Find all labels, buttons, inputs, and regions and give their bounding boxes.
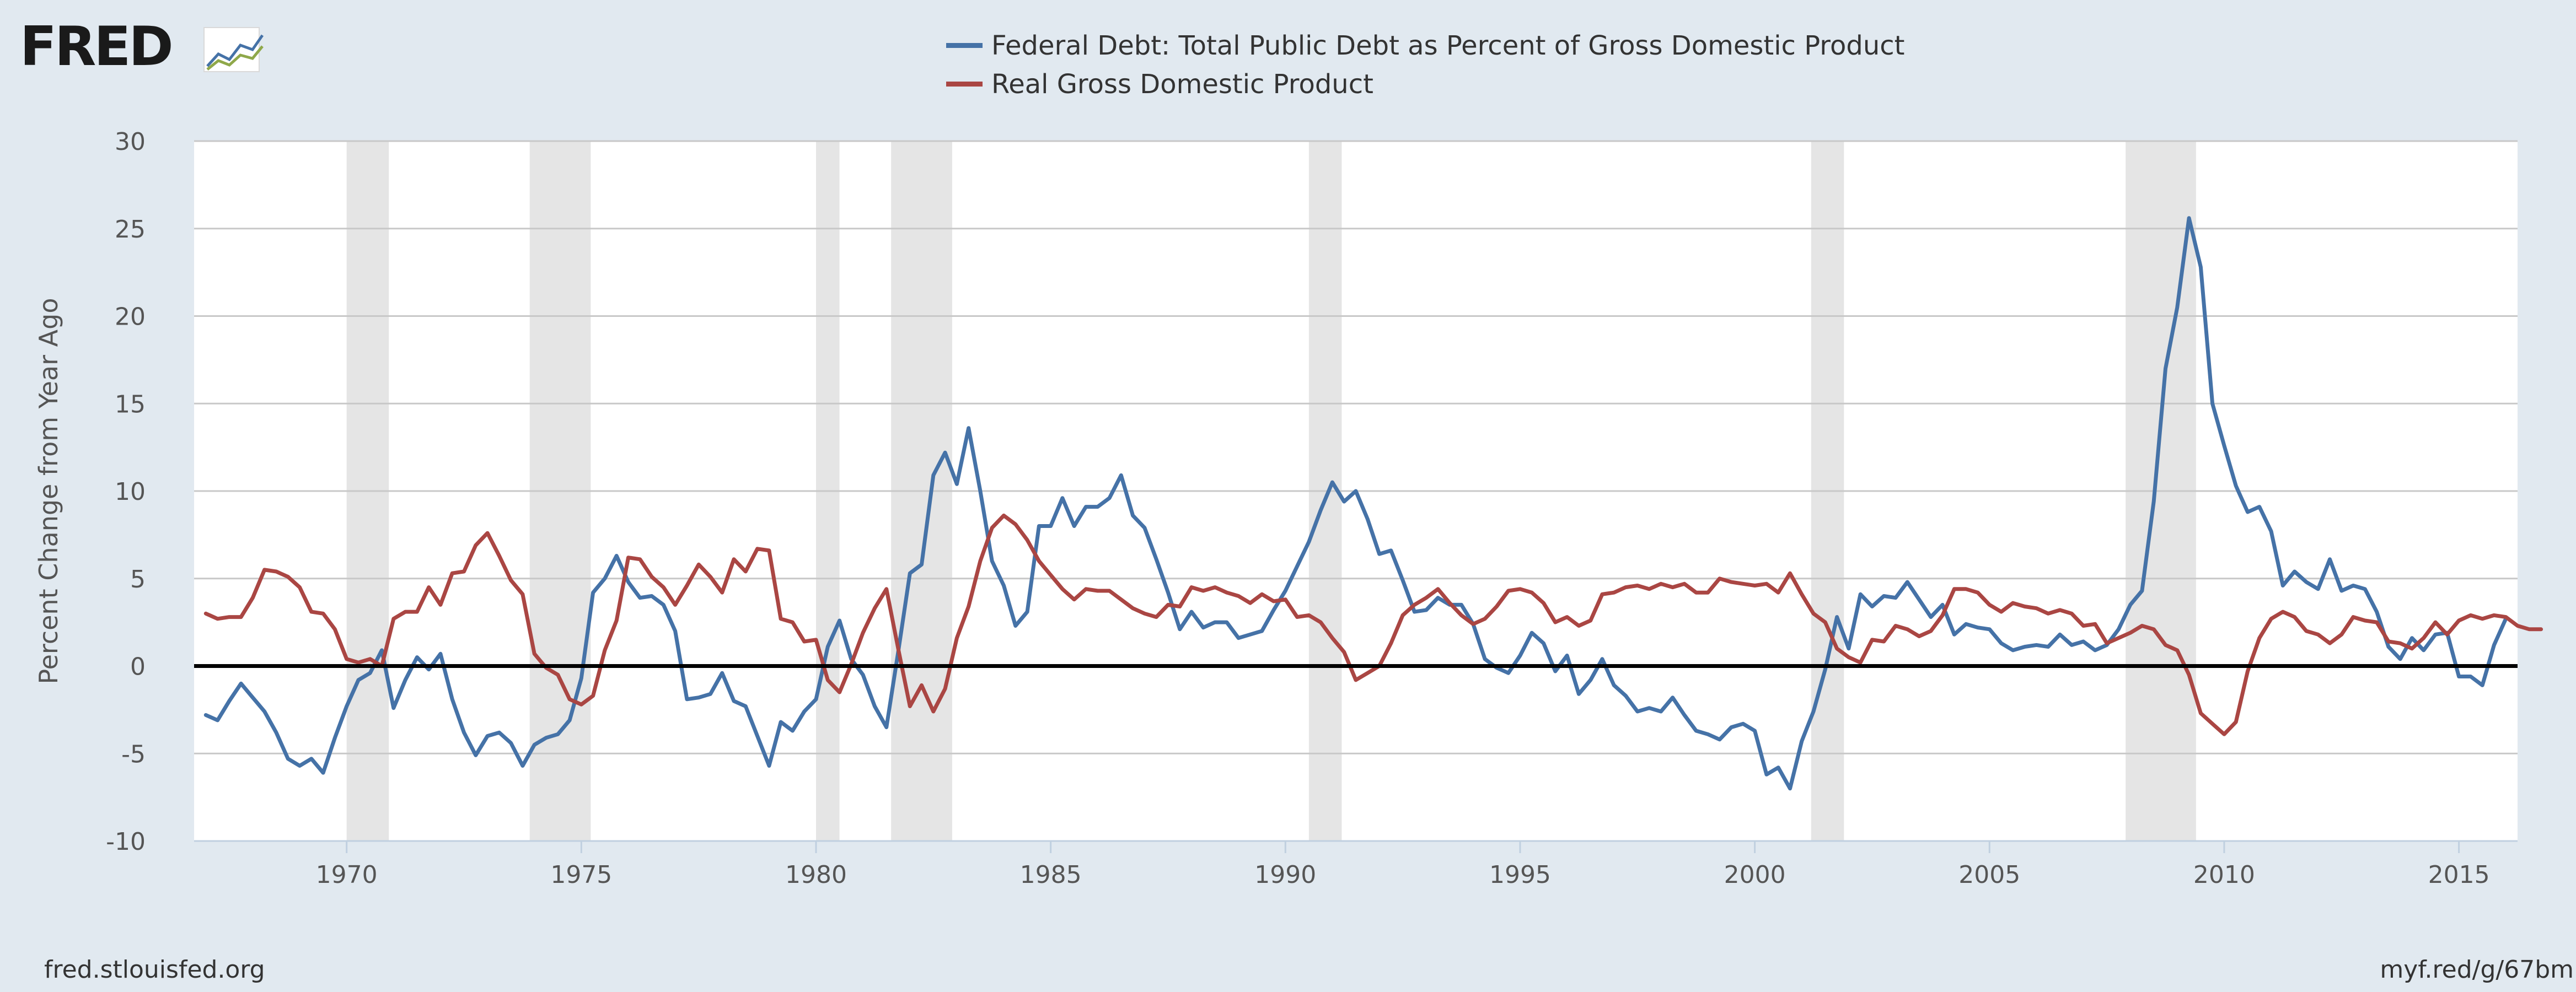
legend-swatch-debt xyxy=(946,43,983,48)
y-tick-label: 15 xyxy=(115,390,146,418)
x-tick-label: 2000 xyxy=(1724,861,1786,889)
y-tick-label: 25 xyxy=(115,215,146,244)
series-line-debt xyxy=(203,216,2508,791)
fred-chart-icon xyxy=(203,27,264,72)
y-tick-label: 0 xyxy=(130,653,146,681)
y-axis-ticks: -10 -5 0 5 10 15 20 25 30 xyxy=(106,128,146,856)
footer-short-link[interactable]: myf.red/g/67bm xyxy=(2380,956,2574,984)
logo-text: FRED xyxy=(20,15,174,78)
y-tick-label: 10 xyxy=(115,478,146,506)
legend-label-debt: Federal Debt: Total Public Debt as Perce… xyxy=(991,30,1905,61)
x-tick-label: 1995 xyxy=(1489,861,1551,889)
legend-label-gdp: Real Gross Domestic Product xyxy=(991,69,1373,100)
y-tick-label: 20 xyxy=(115,303,146,331)
y-tick-label: 5 xyxy=(130,565,146,594)
x-tick-label: 1980 xyxy=(785,861,847,889)
series-lines xyxy=(194,216,2543,791)
x-tick-label: 2015 xyxy=(2428,861,2490,889)
x-tick-label: 1970 xyxy=(316,861,378,889)
x-tick-label: 1990 xyxy=(1254,861,1316,889)
y-tick-label: -5 xyxy=(121,740,146,768)
footer-source-link[interactable]: fred.stlouisfed.org xyxy=(44,956,265,984)
y-axis-title: Percent Change from Year Ago xyxy=(34,298,63,684)
x-tick-label: 2010 xyxy=(2193,861,2255,889)
x-tick-label: 2005 xyxy=(1958,861,2020,889)
x-tick-label: 1975 xyxy=(550,861,612,889)
fred-logo[interactable]: FRED xyxy=(20,15,264,78)
x-tick-label: 1985 xyxy=(1020,861,1082,889)
y-tick-label: -10 xyxy=(106,828,146,856)
x-axis-ticks: 1970 1975 1980 1985 1990 1995 2000 2005 2010 2015 xyxy=(194,840,2518,889)
series-line-gdp xyxy=(203,513,2543,736)
legend-swatch-gdp xyxy=(946,82,983,87)
y-tick-label: 30 xyxy=(115,128,146,156)
